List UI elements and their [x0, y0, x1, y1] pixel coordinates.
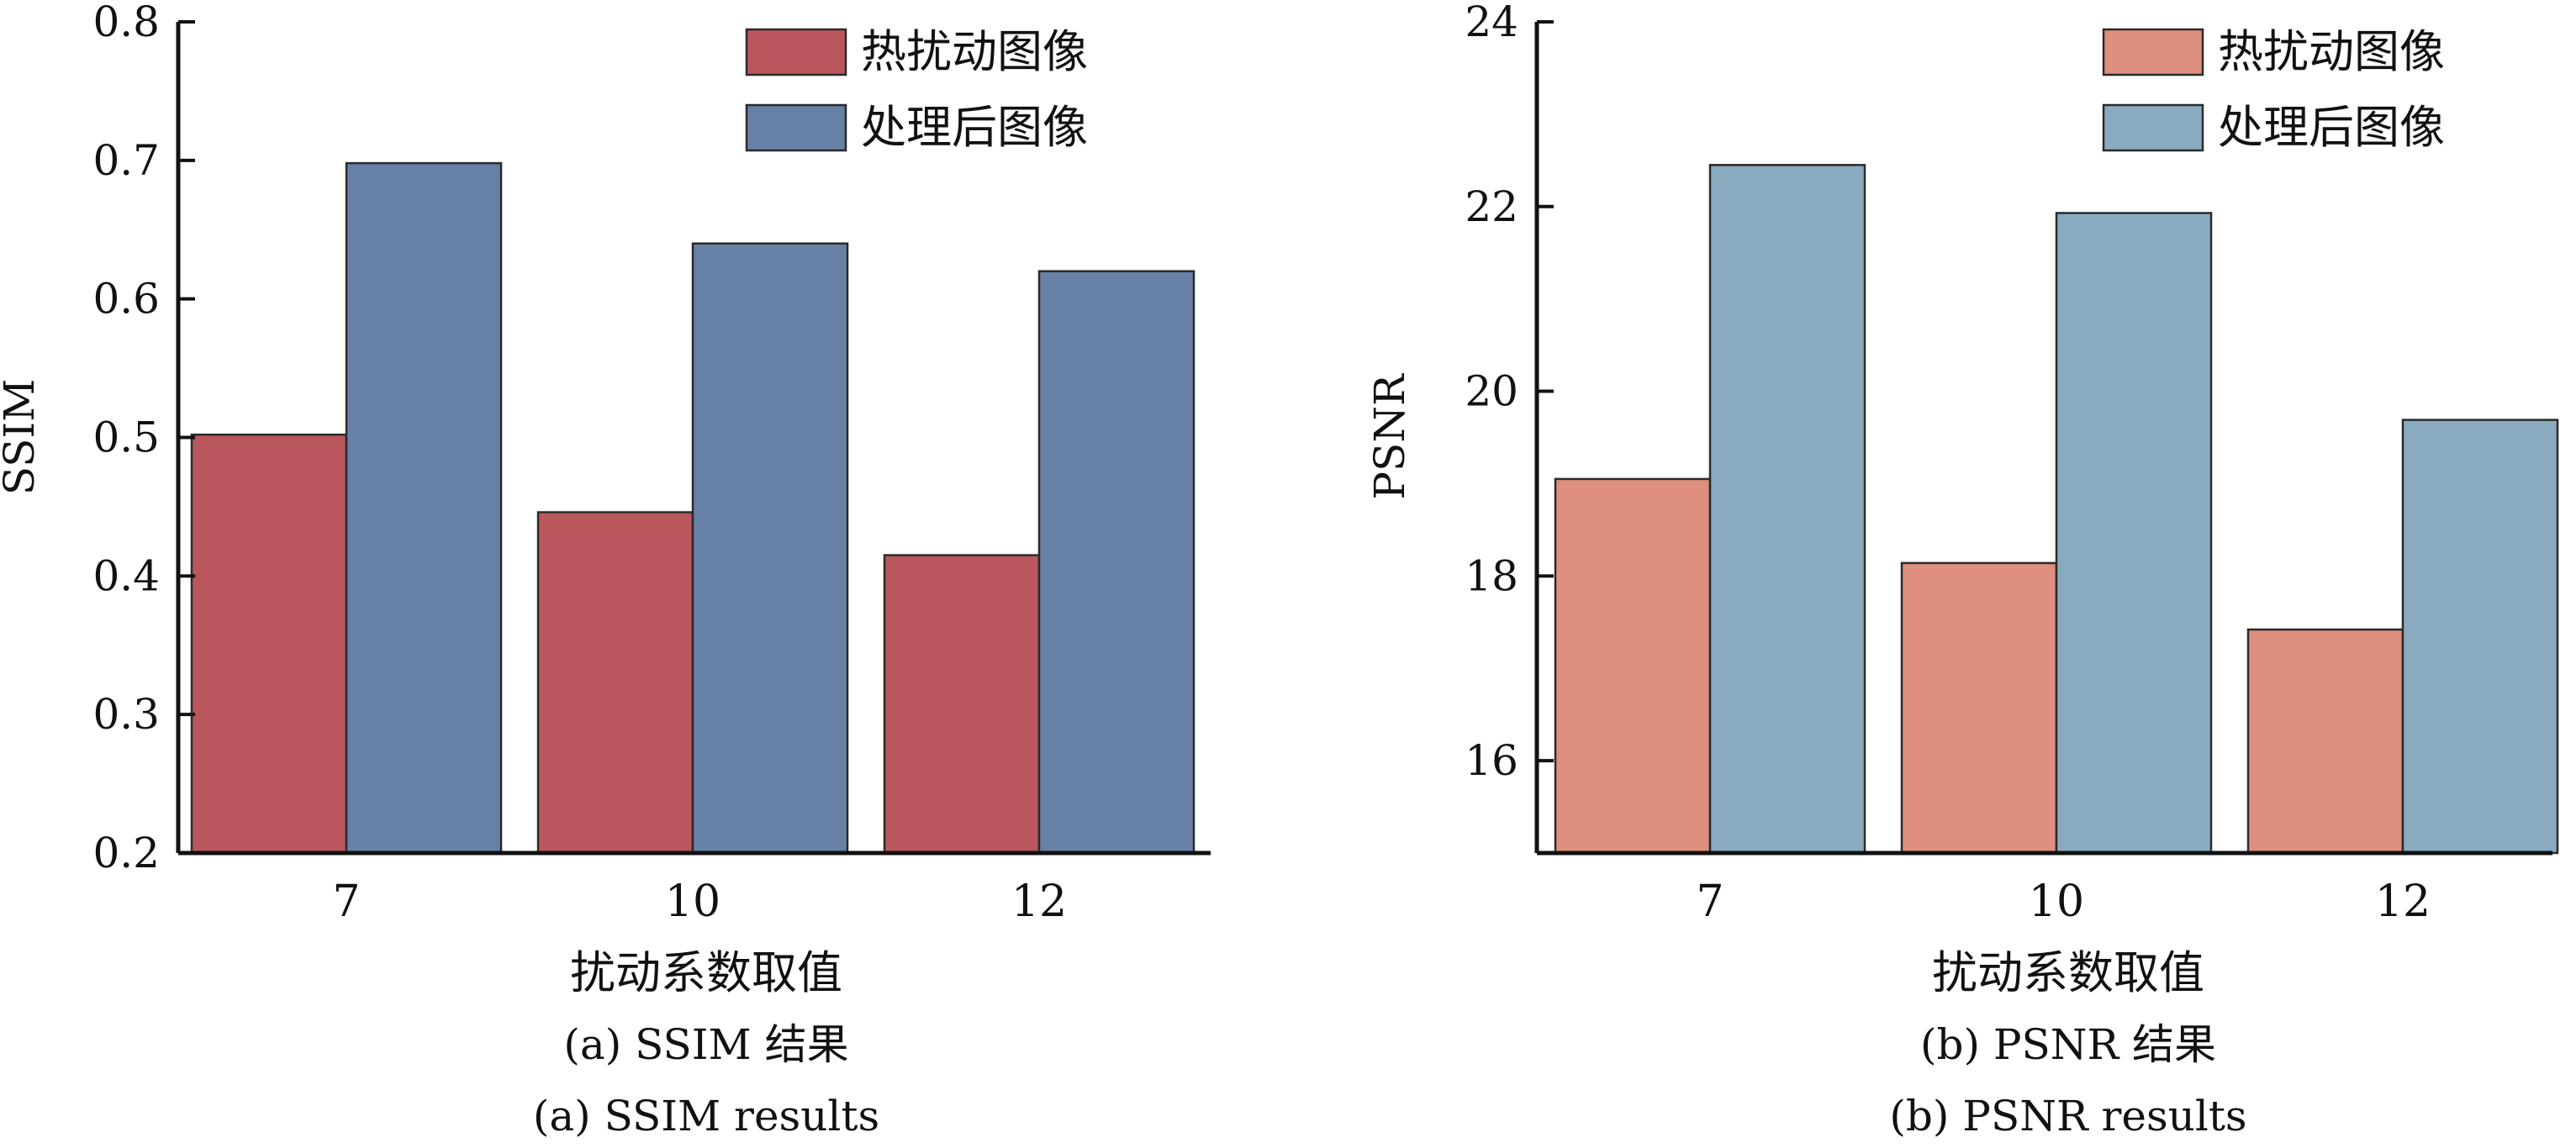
psnr-legend-swatch	[2102, 28, 2204, 76]
ssim-bars	[190, 161, 1196, 855]
ssim-legend-label: 热扰动图像	[861, 25, 1088, 78]
psnr-legend-label: 处理后图像	[2218, 101, 2445, 154]
ssim-y-tick-label: 0.3	[92, 690, 160, 739]
psnr-y-tick-label: 18	[1465, 551, 1518, 600]
ssim-y-tick-label: 0.4	[92, 551, 160, 600]
ssim-y-tick-label: 0.5	[92, 413, 160, 462]
ssim-legend-swatch	[745, 28, 847, 76]
ssim-bar-7-series-1	[190, 433, 348, 855]
ssim-x-tick-label: 10	[665, 877, 721, 927]
psnr-bar-12-series-2	[2401, 419, 2559, 855]
ssim-y-tick-label: 0.8	[92, 0, 160, 46]
psnr-y-tick-label: 20	[1465, 367, 1518, 416]
psnr-bar-10-series-2	[2055, 212, 2213, 855]
ssim-bar-7-series-2	[345, 161, 503, 855]
ssim-y-axis-label: SSIM	[0, 379, 44, 496]
psnr-x-ticks: 7 10 12	[1696, 877, 2431, 927]
psnr-y-ticks: 16 18 20 22 24	[1465, 0, 1554, 785]
ssim-y-tick-label: 0.7	[92, 136, 160, 185]
psnr-caption-cn: (b) PSNR 结果	[1920, 1020, 2216, 1069]
psnr-x-tick-label: 7	[1696, 877, 1723, 927]
ssim-x-ticks: 7 10 12	[332, 877, 1067, 927]
ssim-chart-panel: 0.20.30.40.50.60.70.8 7 10 12 SSIM 扰动系数取值 …	[0, 0, 1211, 1140]
psnr-bar-10-series-1	[1900, 561, 2058, 855]
psnr-x-tick-label: 12	[2375, 877, 2431, 927]
psnr-bar-7-series-1	[1554, 477, 1712, 855]
ssim-bar-10-series-2	[691, 242, 849, 855]
ssim-caption-cn: (a) SSIM 结果	[563, 1020, 848, 1069]
ssim-legend-swatch	[745, 103, 847, 152]
psnr-bar-7-series-2	[1708, 164, 1866, 855]
psnr-y-tick-label: 24	[1465, 0, 1518, 46]
psnr-y-axis-label: PSNR	[1365, 373, 1414, 500]
psnr-x-tick-label: 10	[2029, 877, 2084, 927]
ssim-y-tick-label: 0.6	[92, 275, 160, 324]
ssim-bar-12-series-2	[1037, 270, 1196, 855]
ssim-legend-label: 处理后图像	[861, 101, 1088, 154]
ssim-y-ticks: 0.2 0.3 0.4 0.5 0.6 0.7 0.8	[92, 0, 195, 877]
ssim-x-tick-label: 12	[1011, 877, 1067, 927]
psnr-y-tick-label: 16	[1465, 736, 1518, 785]
psnr-bar-12-series-1	[2246, 628, 2404, 855]
psnr-legend-swatch	[2102, 103, 2204, 152]
psnr-bars	[1554, 164, 2559, 855]
psnr-legend-label: 热扰动图像	[2218, 25, 2445, 78]
psnr-chart-panel: 16 18 20 22 24 7 10 12 PSNR 扰动系数取值 (b) PSNR 结果…	[1365, 0, 2559, 1140]
ssim-bar-12-series-1	[883, 554, 1041, 855]
ssim-caption-en: (a) SSIM results	[533, 1092, 879, 1140]
psnr-y-tick-label: 22	[1465, 182, 1518, 231]
psnr-caption-en: (b) PSNR results	[1889, 1092, 2246, 1140]
ssim-y-tick-label: 0.2	[92, 829, 160, 877]
psnr-x-axis-label: 扰动系数取值	[1932, 946, 2204, 999]
ssim-x-tick-label: 7	[332, 877, 360, 927]
ssim-x-axis-label: 扰动系数取值	[570, 946, 842, 999]
ssim-bar-10-series-1	[536, 511, 694, 855]
